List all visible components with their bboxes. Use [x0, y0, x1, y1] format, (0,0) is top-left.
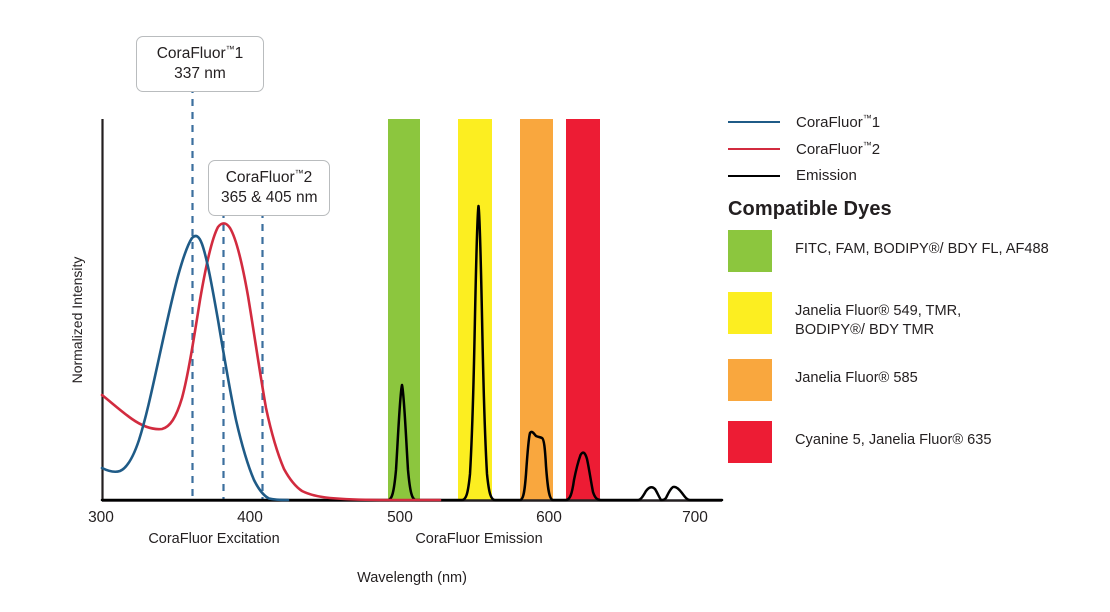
x-tick-labels: 300 400 500 600 700 — [88, 509, 708, 526]
dye-swatch-green — [728, 230, 772, 272]
dye-label-red: Cyanine 5, Janelia Fluor® 635 — [795, 432, 992, 449]
x-axis-title: Wavelength (nm) — [357, 570, 467, 586]
corafluor1-excitation-curve — [100, 234, 290, 502]
legend-item-corafluor2: CoraFluor™2 — [728, 135, 1110, 162]
figure-legend-panel: CoraFluor™1 CoraFluor™2 Emission Compati… — [728, 0, 1110, 612]
legend-line-corafluor1 — [728, 120, 780, 123]
dye-label-orange: Janelia Fluor® 585 — [795, 370, 918, 387]
callout-corafluor2: CoraFluor™2 365 & 405 nm — [208, 160, 330, 216]
y-axis-title: Normalized Intensity — [69, 257, 85, 384]
callout-corafluor1-line2: 337 nm — [174, 64, 226, 82]
callout-corafluor1-line1: CoraFluor™1 — [156, 44, 244, 63]
legend-item-corafluor1: CoraFluor™1 — [728, 108, 1110, 135]
dye-label-green: FITC, FAM, BODIPY®/ BDY FL, AF488 — [795, 241, 1049, 257]
x-tick-500: 500 — [387, 509, 413, 526]
x-tick-300: 300 — [88, 509, 114, 526]
plot-area: 300 400 500 600 700 CoraFluor Excitation… — [69, 36, 724, 586]
dye-item-yellow: Janelia Fluor® 549, TMR, BODIPY®/ BDY TM… — [728, 292, 1110, 339]
dye-item-red: Cyanine 5, Janelia Fluor® 635 — [728, 421, 1110, 464]
excitation-region-label: CoraFluor Excitation — [148, 531, 279, 547]
emission-bands — [388, 119, 600, 500]
legend-line-emission — [728, 174, 780, 177]
compatible-dyes-title: Compatible Dyes — [728, 198, 892, 220]
x-tick-700: 700 — [682, 509, 708, 526]
band-orange — [520, 119, 553, 500]
band-red — [566, 119, 600, 500]
legend-label-corafluor1: CoraFluor™1 — [796, 112, 881, 131]
callout-corafluor2-line1: CoraFluor™2 — [225, 168, 313, 187]
callout-corafluor1: CoraFluor™1 337 nm — [136, 36, 264, 92]
legend-label-emission: Emission — [796, 167, 857, 184]
dye-item-green: FITC, FAM, BODIPY®/ BDY FL, AF488 — [728, 230, 1110, 272]
legend-item-emission: Emission — [728, 162, 1110, 189]
x-tick-600: 600 — [536, 509, 562, 526]
emission-curve — [100, 204, 724, 502]
compatible-dyes-list: FITC, FAM, BODIPY®/ BDY FL, AF488 Janeli… — [728, 230, 1110, 483]
band-green — [388, 119, 420, 500]
dye-swatch-yellow — [728, 292, 772, 334]
corafluor2-excitation-curve — [100, 222, 442, 502]
legend-line-corafluor2 — [728, 147, 780, 150]
dye-item-orange: Janelia Fluor® 585 — [728, 359, 1110, 402]
emission-region-label: CoraFluor Emission — [415, 531, 542, 547]
spectra-svg: 300 400 500 600 700 CoraFluor Excitation… — [69, 86, 724, 586]
dye-label-yellow: Janelia Fluor® 549, TMR, BODIPY®/ BDY TM… — [795, 303, 962, 338]
legend-label-corafluor2: CoraFluor™2 — [796, 139, 881, 158]
dye-swatch-orange — [728, 359, 772, 402]
x-tick-400: 400 — [237, 509, 263, 526]
series-legend: CoraFluor™1 CoraFluor™2 Emission — [728, 108, 1110, 189]
vertical-markers — [191, 86, 264, 500]
callout-corafluor2-line2: 365 & 405 nm — [221, 188, 318, 206]
dye-swatch-red — [728, 421, 772, 464]
